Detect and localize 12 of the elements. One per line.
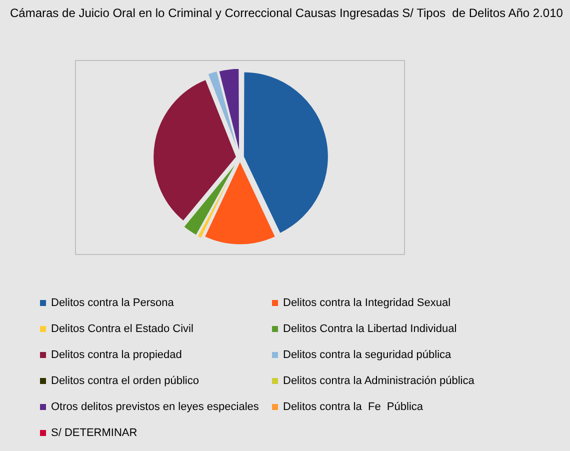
legend-label: Delitos Contra el Estado Civil: [51, 323, 194, 335]
legend-label: Delitos contra la Integridad Sexual: [283, 297, 451, 309]
legend-label: Delitos contra la Persona: [51, 297, 174, 309]
legend-label: Delitos contra la seguridad pública: [283, 349, 452, 361]
legend-label: Delitos contra la Administración pública: [283, 375, 474, 387]
legend-label: Delitos contra la propiedad: [51, 349, 182, 361]
legend-label: S/ DETERMINAR: [51, 427, 138, 439]
legend-label: Delitos Contra la Libertad Individual: [283, 323, 457, 335]
legend-label: Otros delitos previstos en leyes especiales: [51, 401, 259, 413]
legend-label: Delitos contra la Fe Pública: [283, 401, 424, 413]
legend-label: Delitos contra el orden público: [51, 375, 199, 387]
chart-title: Cámaras de Juicio Oral en lo Criminal y Correccional Causas Ingresadas S/ Tipos de Delitos Año 2.010: [10, 6, 563, 20]
